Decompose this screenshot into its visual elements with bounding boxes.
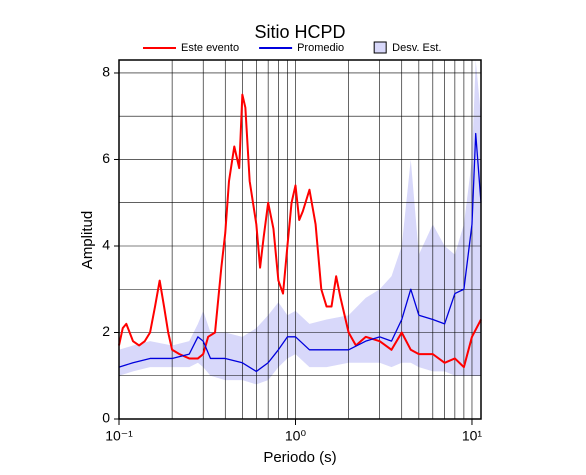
chart-title: Sitio HCPD	[254, 22, 345, 42]
y-tick-label: 2	[102, 323, 110, 339]
legend-label: Este evento	[181, 42, 239, 54]
x-axis-label: Periodo (s)	[263, 449, 336, 466]
y-tick-label: 6	[102, 150, 110, 166]
x-tick-label: 10¹	[462, 428, 483, 444]
data-line	[118, 132, 482, 373]
std-band	[119, 60, 481, 385]
legend-label: Desv. Est.	[392, 42, 441, 54]
y-tick-label: 4	[102, 237, 110, 253]
legend-label: Promedio	[297, 42, 344, 54]
plot-frame	[118, 59, 482, 420]
y-tick-label: 0	[102, 410, 110, 426]
y-tick-label: 8	[102, 64, 110, 80]
y-axis-label: Amplitud	[79, 211, 96, 269]
data-line	[118, 93, 482, 369]
x-tick-label: 10⁻¹	[105, 428, 133, 444]
x-tick-label: 10⁰	[285, 428, 307, 444]
legend-swatch	[373, 41, 387, 54]
